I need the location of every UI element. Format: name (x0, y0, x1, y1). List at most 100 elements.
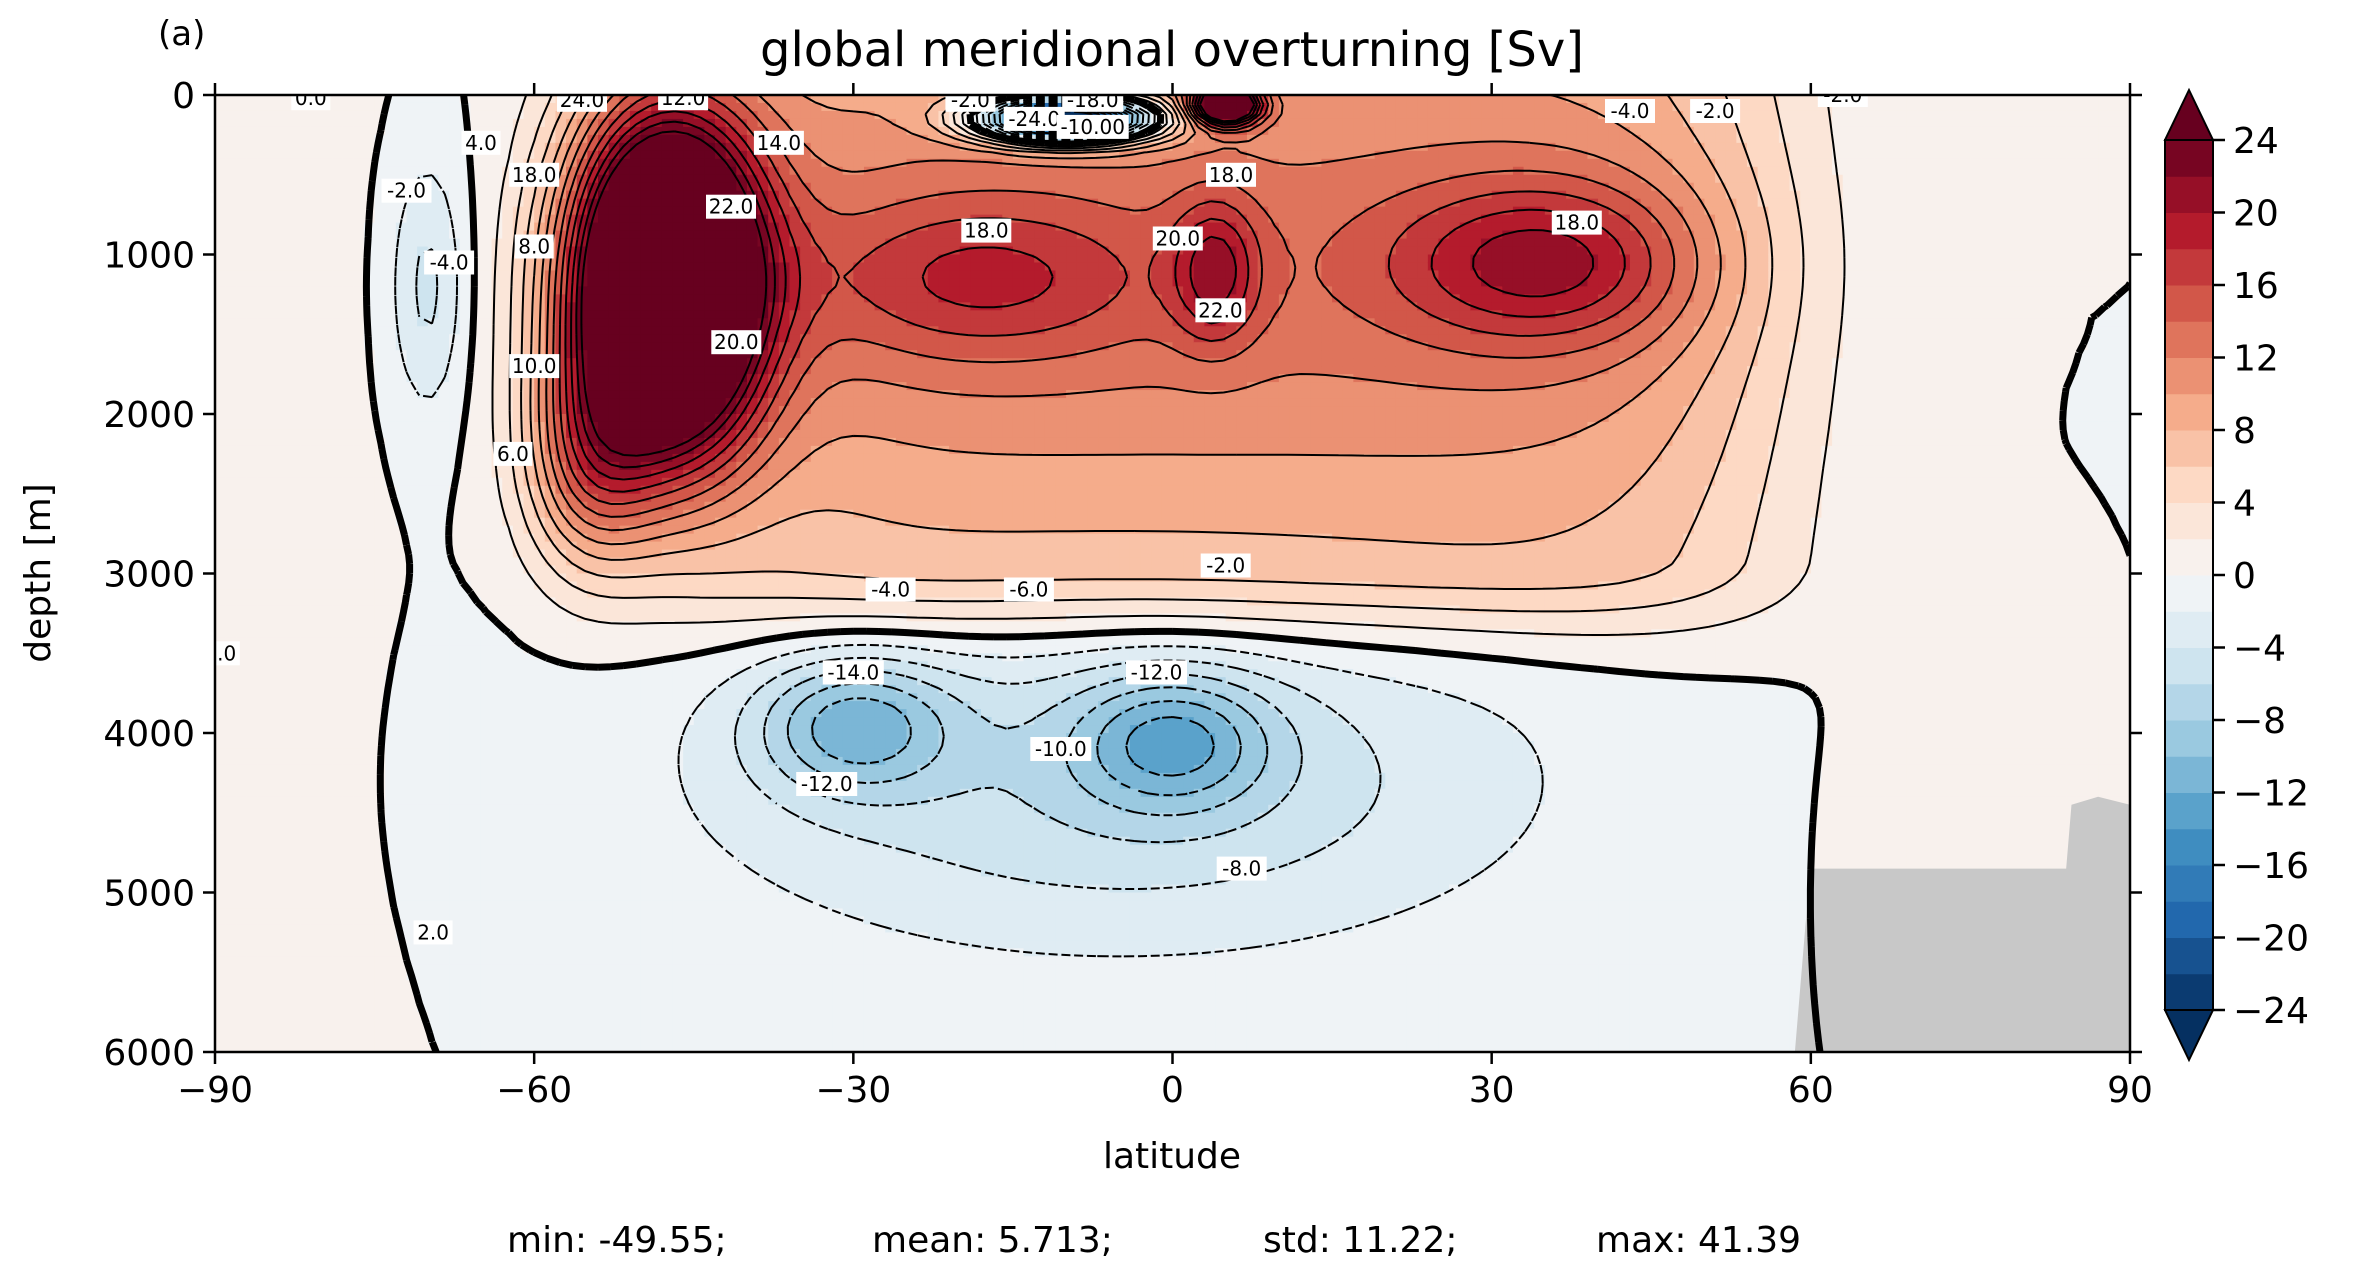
field-cell (619, 1044, 631, 1052)
field-cell (236, 517, 248, 527)
field-cell (417, 677, 429, 686)
field-cell (332, 262, 344, 272)
field-cell (629, 900, 642, 910)
field-cell (470, 358, 482, 367)
field-cell (246, 788, 259, 798)
field-cell (278, 222, 291, 232)
field-cell (300, 756, 312, 766)
field-cell (459, 677, 471, 686)
field-cell (278, 597, 291, 606)
field-cell (608, 908, 620, 918)
field-cell (502, 605, 514, 614)
field-cell (651, 95, 663, 104)
field-cell (289, 350, 301, 359)
field-cell (289, 246, 301, 256)
field-cell (523, 748, 535, 758)
field-cell (502, 972, 514, 981)
field-cell (268, 717, 280, 726)
field-cell (321, 246, 333, 256)
field-cell (300, 477, 312, 487)
field-cell (459, 996, 471, 1005)
field-cell (225, 334, 237, 343)
field-cell (353, 485, 365, 495)
field-cell (587, 940, 599, 949)
field-cell (225, 525, 237, 535)
field-cell (438, 820, 450, 830)
field-cell (629, 565, 642, 575)
field-cell (544, 916, 557, 925)
field-cell (438, 549, 450, 559)
field-cell (395, 126, 408, 136)
field-cell (268, 709, 280, 718)
field-cell (619, 932, 631, 941)
field-cell (257, 366, 269, 375)
field-cell (470, 1044, 482, 1052)
field-cell (608, 126, 620, 136)
field-cell (640, 166, 652, 176)
field-cell (459, 988, 471, 997)
field-cell (438, 206, 450, 216)
field-cell (544, 597, 557, 606)
field-cell (310, 844, 322, 854)
field-cell (385, 1036, 397, 1045)
field-cell (342, 573, 354, 583)
field-cell (598, 262, 610, 272)
field-cell (385, 916, 397, 925)
field-cell (278, 310, 291, 319)
field-cell (236, 565, 248, 575)
field-cell (321, 374, 333, 383)
field-cell (289, 948, 301, 957)
field-cell (417, 310, 429, 319)
field-cell (449, 804, 461, 814)
field-cell (491, 717, 503, 726)
field-cell (427, 326, 440, 335)
field-cell (480, 812, 493, 822)
field-cell (534, 613, 546, 622)
field-cell (278, 182, 291, 192)
field-cell (374, 956, 386, 965)
field-cell (640, 948, 652, 957)
field-cell (512, 1012, 525, 1021)
field-cell (576, 940, 588, 949)
field-cell (619, 509, 631, 519)
field-cell (438, 876, 450, 886)
field-cell (502, 1004, 514, 1013)
field-cell (417, 972, 429, 981)
field-cell (342, 844, 354, 854)
field-cell (289, 820, 301, 830)
field-cell (395, 653, 408, 662)
field-cell (342, 629, 354, 638)
field-cell (619, 445, 631, 455)
field-cell (289, 733, 301, 742)
field-cell (555, 876, 567, 886)
field-cell (480, 118, 493, 128)
field-cell (225, 820, 237, 830)
field-cell (300, 350, 312, 359)
field-cell (523, 796, 535, 806)
field-cell (268, 541, 280, 551)
field-cell (651, 557, 663, 567)
field-cell (427, 461, 440, 471)
field-cell (374, 206, 386, 216)
field-cell (332, 764, 344, 774)
field-cell (300, 892, 312, 902)
field-cell (459, 1020, 471, 1029)
field-cell (449, 310, 461, 319)
field-cell (310, 517, 322, 527)
field-cell (321, 445, 333, 455)
field-cell (459, 477, 471, 487)
field-cell (480, 852, 493, 862)
field-cell (353, 629, 365, 638)
field-cell (406, 549, 418, 559)
field-cell (449, 398, 461, 407)
field-cell (363, 645, 376, 654)
field-cell (491, 828, 503, 838)
field-cell (491, 709, 503, 718)
field-cell (534, 605, 546, 614)
field-cell (353, 262, 365, 272)
field-cell (459, 868, 471, 878)
field-cell (268, 996, 280, 1005)
field-cell (278, 868, 291, 878)
field-cell (236, 996, 248, 1005)
field-cell (640, 677, 652, 686)
